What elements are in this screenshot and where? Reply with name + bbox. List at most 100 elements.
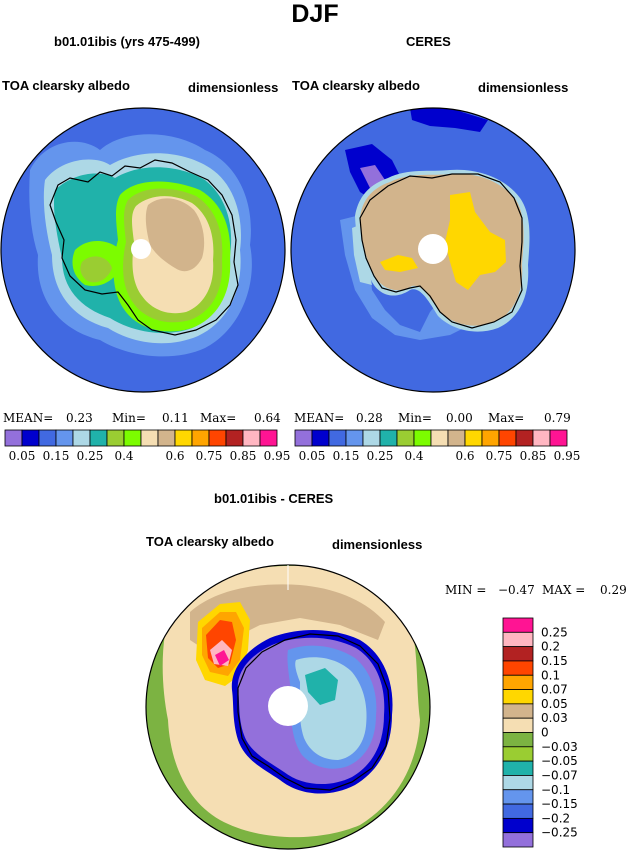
panel2-units: dimensionless [478,80,569,95]
panel1-colorbar-swatch [157,429,176,447]
panel3-colorbar-swatch [502,703,534,719]
panel2-title: CERES [406,34,451,49]
panel3-colorbar-tick-label: 0.05 [541,697,568,711]
panel3-units: dimensionless [332,537,423,552]
panel3-colorbar-swatch [502,803,534,819]
panel3-colorbar-swatch [502,732,534,748]
panel1-colorbar-swatch [123,429,142,447]
panel2-colorbar-tick-label: 0.6 [455,449,474,463]
panel1-colorbar-swatch [174,429,193,447]
panel2-mean-value: 0.28 [356,411,383,425]
panel1-frame [0,107,286,393]
panel3-colorbar-tick-label: 0.2 [541,640,560,654]
panel3-colorbar-tick-label: −0.2 [541,811,570,825]
panel1-colorbar-tick-label: 0.75 [196,449,223,463]
panel3-colorbar-tick-label: −0.15 [541,797,578,811]
panel3-max-label: MAX = [542,583,586,597]
figure-title: DJF [291,0,339,28]
panel2-colorbar-tick-label: 0.95 [554,449,581,463]
panel3-map [146,565,430,849]
panel1-colorbar-swatch [259,429,278,447]
panel1-title: b01.01ibis (yrs 475-499) [54,34,200,49]
panel1-map [1,108,285,392]
panel2-colorbar-swatch [447,429,466,447]
panel3-colorbar-tick-label: −0.07 [541,768,578,782]
panel1-units: dimensionless [188,80,279,95]
panel2-frame [290,107,576,393]
panel2-colorbar-tick-label: 0.4 [404,449,423,463]
panel3-colorbar-tick-label: −0.03 [541,740,578,754]
panel1-colorbar-swatch [191,429,210,447]
panel3-colorbar-tick-label: −0.05 [541,754,578,768]
panel3-colorbar-tick-label: −0.25 [541,826,578,840]
panel3-colorbar-tick-label: 0.03 [541,711,568,725]
panel3-colorbar-swatch [502,775,534,791]
panel1-colorbar-swatch [4,429,23,447]
panel3-colorbar-tick-label: 0.25 [541,625,568,639]
panel3-colorbar-swatch [502,760,534,776]
panel1-min-value: 0.11 [162,411,189,425]
panel2-max-label: Max= [488,411,525,425]
panel3-field: TOA clearsky albedo [146,534,274,549]
panel1-colorbar-tick-label: 0.25 [77,449,104,463]
panel3-colorbar-tick-label: 0 [541,726,549,740]
panel1-colorbar-swatch [89,429,108,447]
panel3-colorbar-swatch [502,789,534,805]
panel2-min-value: 0.00 [446,411,473,425]
panel2-colorbar-tick-label: 0.75 [486,449,513,463]
panel1-colorbar-tick-label: 0.6 [165,449,184,463]
panel1-colorbar-swatch [106,429,125,447]
panel3-colorbar-tick-label: 0.15 [541,654,568,668]
panel3-colorbar-tick-label: 0.1 [541,668,560,682]
panel2-colorbar-swatch [379,429,398,447]
panel2-colorbar-swatch [345,429,364,447]
panel1-colorbar-swatch [21,429,40,447]
panel2-colorbar-swatch [515,429,534,447]
panel1-colorbar-swatch [208,429,227,447]
panel2-colorbar-swatch [498,429,517,447]
panel1-colorbar-swatch [38,429,57,447]
panel1-colorbar-tick-label: 0.95 [264,449,291,463]
panel1-mean-label: MEAN= [3,411,54,425]
panel2-mean-label: MEAN= [294,411,345,425]
panel3-colorbar: 0.250.20.150.10.070.050.030−0.03−0.05−0.… [502,617,578,848]
panel1-field: TOA clearsky albedo [2,78,130,93]
panel3-max-value: 0.29 [600,583,627,597]
panel3-colorbar-swatch [502,646,534,662]
panel1-colorbar-swatch [72,429,91,447]
panel1-colorbar-tick-label: 0.4 [114,449,133,463]
panel2-colorbar-swatch [464,429,483,447]
panel2-colorbar-swatch [532,429,551,447]
panel2-min-label: Min= [398,411,432,425]
panel1-colorbar-swatch [140,429,159,447]
panel2-colorbar-swatch [362,429,381,447]
panel1-mean-value: 0.23 [66,411,93,425]
panel1-colorbar: 0.05 0.15 0.25 0.4 0.6 0.75 0.85 0.95 [4,429,291,463]
panel1-min-label: Min= [112,411,146,425]
panel2-colorbar-swatch [328,429,347,447]
panel3-colorbar-swatch [502,832,534,848]
panel1-colorbar-swatch [55,429,74,447]
panel2-field: TOA clearsky albedo [292,78,420,93]
panel3-colorbar-swatch [502,631,534,648]
panel2-colorbar-tick-label: 0.05 [299,449,326,463]
panel2-colorbar-tick-label: 0.15 [333,449,360,463]
panel1-colorbar-tick-label: 0.15 [43,449,70,463]
panel1-colorbar-swatch [242,429,261,447]
panel2-max-value: 0.79 [544,411,571,425]
panel2-colorbar-swatch [430,429,449,447]
panel1-colorbar-tick-label: 0.85 [230,449,257,463]
panel2-colorbar-tick-label: 0.25 [367,449,394,463]
panel3-colorbar-swatch [502,746,534,762]
panel3-min-label: MIN = [445,583,487,597]
panel3-colorbar-swatch [502,717,534,733]
panel3-colorbar-swatch [502,674,534,690]
panel2-colorbar-swatch [549,429,568,447]
panel2-colorbar: 0.05 0.15 0.25 0.4 0.6 0.75 0.85 0.95 [294,429,581,463]
panel1-colorbar-tick-label: 0.05 [9,449,36,463]
panel3-colorbar-swatch [502,689,534,705]
panel2-colorbar-swatch [294,429,313,447]
panel2-colorbar-swatch [413,429,432,447]
panel3-colorbar-swatch [502,617,534,633]
